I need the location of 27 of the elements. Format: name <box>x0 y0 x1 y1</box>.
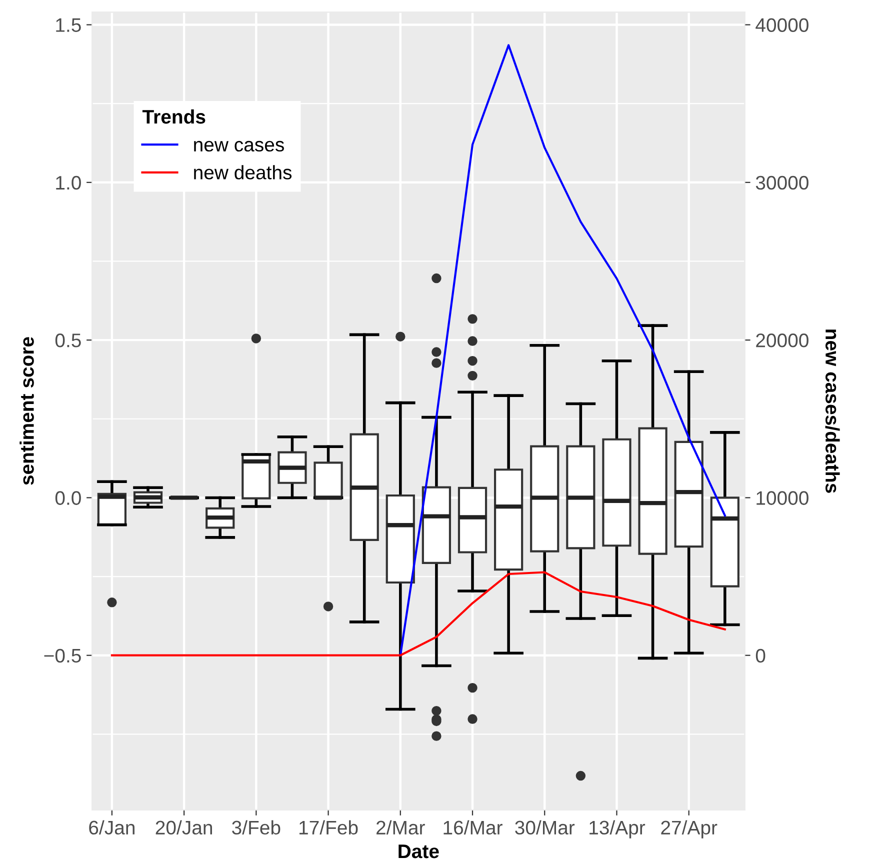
x-tick-label: 16/Mar <box>444 820 502 835</box>
y-tick-label: −0.5 <box>44 648 81 663</box>
y2-tick-label: 0 <box>756 648 766 663</box>
line-series <box>399 44 726 656</box>
x-axis-title: Date <box>398 844 439 858</box>
x-tick-label: 6/Jan <box>89 820 134 835</box>
x-tick-label: 20/Jan <box>156 820 212 835</box>
line-series <box>110 571 726 656</box>
y2-axis-title: new cases/deaths <box>825 330 840 493</box>
y-tick-label: 1.5 <box>56 18 81 32</box>
legend-title: Trends <box>142 109 206 124</box>
legend-label: new cases <box>194 140 284 152</box>
x-tick-label: 13/Apr <box>590 820 646 838</box>
y2-tick-label: 10000 <box>756 491 808 505</box>
x-tick-label: 30/Mar <box>515 820 575 835</box>
y2-tick-label: 40000 <box>756 18 808 32</box>
y-tick-label: 0.5 <box>55 334 81 348</box>
y2-tick-label: 20000 <box>756 334 808 348</box>
y2-tick-label: 30000 <box>756 176 808 190</box>
x-tick-label: 17/Feb <box>300 820 358 835</box>
x-tick-label: 27/Apr <box>661 820 718 838</box>
x-tick-label: 3/Feb <box>232 820 280 835</box>
y-tick-label: 0.0 <box>55 491 81 505</box>
x-tick-label: 2/Mar <box>376 820 425 835</box>
legend-label: new deaths <box>194 165 292 180</box>
y-tick-label: 1.0 <box>56 176 81 190</box>
y-axis-title: sentiment score <box>20 337 34 485</box>
